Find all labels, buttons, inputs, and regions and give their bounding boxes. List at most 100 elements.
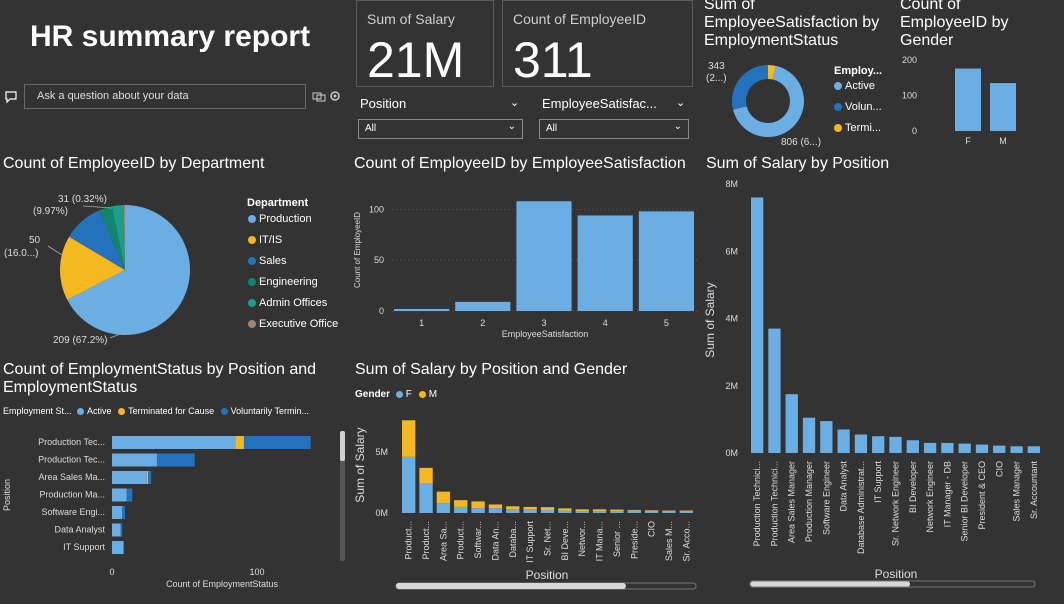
employment-status-chart[interactable]: Production Tec... Production Tec... Area S… (0, 425, 350, 595)
bar-position[interactable] (1027, 446, 1040, 453)
bar-segment[interactable] (488, 504, 503, 509)
legend-item[interactable]: Executive Office (248, 318, 338, 330)
bar-segment[interactable] (471, 501, 485, 509)
bar-position[interactable] (958, 443, 971, 453)
bar-satisfaction-4[interactable] (577, 215, 633, 311)
bar-segment[interactable] (419, 467, 433, 484)
bar-segment[interactable] (592, 511, 607, 513)
bar-position[interactable] (751, 197, 764, 453)
legend-item[interactable]: Admin Offices (248, 297, 327, 309)
bar-segment[interactable] (488, 508, 503, 513)
bar-position[interactable] (768, 328, 781, 453)
bar-segment[interactable] (558, 510, 572, 513)
bar-satisfaction-2[interactable] (455, 301, 511, 311)
bar-segment[interactable] (627, 510, 641, 513)
bar-satisfaction-5[interactable] (638, 211, 694, 311)
salary-position-chart[interactable]: 8M 6M 4M 2M 0M Production Technici... Producti… (700, 175, 1064, 595)
bar-segment[interactable] (662, 511, 676, 513)
bar-segment[interactable] (112, 471, 147, 484)
bar-segment[interactable] (436, 491, 451, 504)
bar-gender-f[interactable] (955, 68, 981, 131)
bar-segment[interactable] (436, 503, 451, 513)
bar-segment[interactable] (644, 511, 659, 513)
legend-item[interactable]: Production (248, 213, 312, 225)
bar-segment[interactable] (662, 510, 676, 512)
bar-position[interactable] (802, 417, 816, 453)
bar-segment[interactable] (540, 509, 555, 513)
horizontal-scrollbar[interactable] (750, 581, 910, 587)
pie-slice-sales[interactable] (69, 210, 125, 270)
bar-segment[interactable] (112, 436, 236, 449)
bar-segment[interactable] (575, 509, 589, 512)
bar-position[interactable] (923, 442, 937, 453)
pie-slice-it-is[interactable] (59, 236, 125, 300)
bar-position[interactable] (906, 440, 919, 453)
bar-position[interactable] (1010, 446, 1023, 453)
bar-position[interactable] (872, 436, 885, 453)
salary-gender-chart[interactable]: 5M 0M Product... Product... Area Sa... Produc… (350, 405, 700, 595)
satisfaction-bar-chart[interactable]: 100 50 0 1 2 3 4 5 EmployeeSatisfaction Count of … (350, 175, 700, 345)
bar-satisfaction-1[interactable] (394, 308, 450, 311)
pie-slice-engineering[interactable] (99, 206, 125, 270)
legend-item[interactable]: Voluntarily Termin... (220, 406, 309, 416)
vertical-scrollbar-track[interactable] (340, 431, 345, 561)
bar-gender-m[interactable] (990, 83, 1016, 131)
bar-segment[interactable] (471, 508, 485, 513)
bar-segment[interactable] (402, 456, 416, 513)
department-pie-chart[interactable]: 31 (0.32%)(9.97%) 50 (16.0...) 209 (67.2%) (0, 180, 245, 350)
bar-segment[interactable] (156, 453, 195, 467)
bar-segment[interactable] (235, 436, 244, 449)
bar-segment[interactable] (120, 523, 123, 537)
slicer-satisfaction-dropdown[interactable]: All ⌄ (539, 119, 689, 139)
legend-item[interactable]: F (395, 389, 412, 400)
bar-segment[interactable] (112, 541, 124, 554)
legend-item[interactable]: M (418, 389, 437, 400)
bar-position[interactable] (785, 394, 798, 453)
pie-slice-admin-offices[interactable] (111, 205, 125, 270)
bar-segment[interactable] (558, 508, 572, 511)
bar-position[interactable] (993, 445, 1006, 453)
bar-segment[interactable] (419, 483, 433, 513)
bar-segment[interactable] (627, 509, 641, 511)
horizontal-scrollbar[interactable] (396, 583, 626, 589)
legend-item[interactable]: IT/IS (248, 234, 282, 246)
bar-position[interactable] (941, 442, 954, 453)
legend-item[interactable]: Terminated for Cause (118, 406, 214, 416)
bar-segment[interactable] (610, 511, 624, 513)
vertical-scrollbar[interactable] (340, 431, 345, 461)
bar-position[interactable] (854, 434, 868, 453)
chat-icon[interactable] (4, 90, 18, 109)
bar-segment[interactable] (454, 506, 468, 513)
bar-segment[interactable] (112, 488, 127, 502)
bar-segment[interactable] (243, 436, 311, 449)
bar-position[interactable] (837, 429, 850, 453)
bar-segment[interactable] (523, 509, 537, 513)
bar-segment[interactable] (126, 488, 133, 502)
chevron-down-icon[interactable]: ⌄ (510, 97, 520, 109)
bar-position[interactable] (975, 444, 989, 453)
qa-input[interactable]: Ask a question about your data (24, 84, 306, 109)
chevron-down-icon[interactable]: ⌄ (676, 97, 686, 109)
bar-segment[interactable] (112, 453, 157, 467)
bar-segment[interactable] (122, 506, 126, 519)
legend-item[interactable]: Sales (248, 255, 287, 267)
scrollbar-track[interactable] (749, 580, 1036, 588)
pie-slice-production[interactable] (67, 205, 190, 335)
bar-segment[interactable] (402, 420, 416, 457)
pie-slice-executive-office[interactable] (123, 205, 125, 270)
bar-segment[interactable] (148, 471, 152, 484)
bar-segment[interactable] (454, 500, 468, 507)
bar-segment[interactable] (523, 506, 537, 510)
bar-segment[interactable] (592, 509, 607, 512)
bar-segment[interactable] (540, 507, 555, 510)
bar-segment[interactable] (506, 506, 520, 510)
gender-chart[interactable]: 200 100 0 F M (895, 50, 1025, 150)
bar-segment[interactable] (610, 509, 624, 512)
bar-position[interactable] (889, 436, 902, 453)
qa-options-icon[interactable] (312, 90, 326, 108)
slicer-position-dropdown[interactable]: All ⌄ (358, 119, 523, 139)
bar-satisfaction-3[interactable] (516, 201, 572, 311)
legend-item[interactable]: Termi... (834, 122, 881, 134)
gear-icon[interactable] (329, 89, 341, 107)
donut-chart[interactable]: 343(2...) 806 (6...) (700, 52, 900, 152)
